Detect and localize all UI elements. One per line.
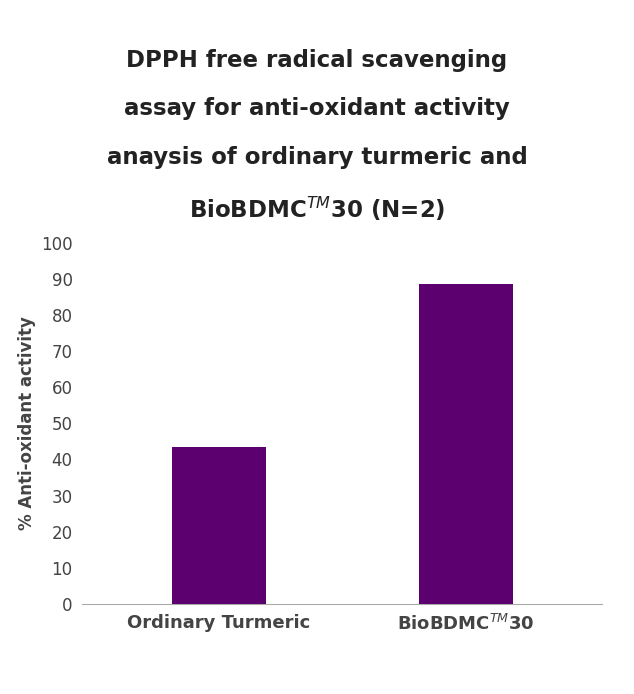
Text: DPPH free radical scavenging: DPPH free radical scavenging [126, 49, 508, 71]
Bar [172, 447, 266, 604]
Bar [419, 285, 513, 604]
Text: anaysis of ordinary turmeric and: anaysis of ordinary turmeric and [107, 146, 527, 169]
Text: BioBDMC$^{TM}$30 (N=2): BioBDMC$^{TM}$30 (N=2) [189, 194, 445, 223]
Y-axis label: % Anti-oxidant activity: % Anti-oxidant activity [18, 316, 36, 530]
Text: assay for anti-oxidant activity: assay for anti-oxidant activity [124, 97, 510, 120]
